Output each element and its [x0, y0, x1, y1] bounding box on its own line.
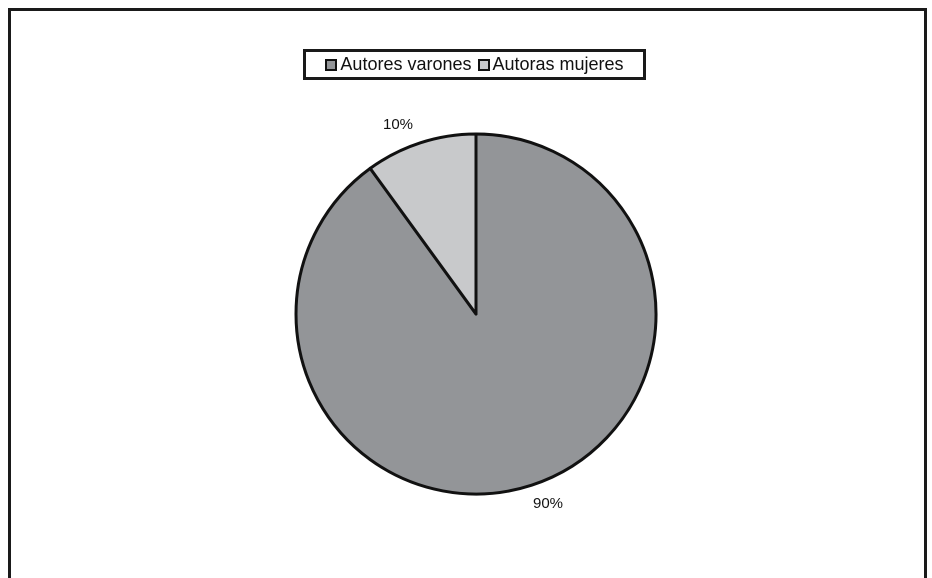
legend-swatch-varones — [325, 58, 338, 71]
legend-swatch-mujeres — [477, 58, 490, 71]
chart-legend: Autores varones Autoras mujeres — [303, 49, 646, 80]
chart-frame — [8, 8, 927, 578]
slice-label-mujeres: 10% — [383, 116, 413, 133]
slice-label-varones: 90% — [533, 495, 563, 512]
legend-item-mujeres: Autoras mujeres — [477, 54, 624, 75]
legend-item-varones: Autores varones — [325, 54, 472, 75]
legend-label-varones: Autores varones — [340, 54, 472, 74]
legend-label-mujeres: Autoras mujeres — [492, 54, 624, 74]
slice-mujeres — [368, 132, 478, 316]
